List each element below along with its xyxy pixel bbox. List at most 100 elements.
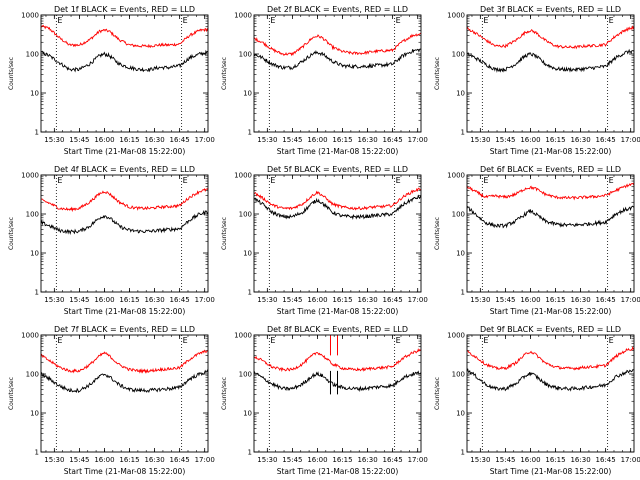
y-tick-label: 100 [26,51,39,59]
panel-title: Det 9f BLACK = Events, RED = LLD [480,325,621,334]
y-tick-label: 1000 [234,172,252,180]
x-tick-label: 15:30 [470,296,490,304]
lld-series-line [466,346,635,371]
x-tick-label: 16:00 [307,296,327,304]
y-tick-label: 100 [239,211,252,219]
panel-title: Det 4f BLACK = Events, RED = LLD [54,165,195,174]
y-tick-label: 100 [452,211,465,219]
plot-frame [40,14,209,133]
detector-panel-7: Det 7f BLACK = Events, RED = LLD Counts/s… [8,325,215,476]
x-tick-label: 16:30 [144,456,164,464]
x-tick-label: 16:15 [332,456,352,464]
detector-panel-4: Det 4f BLACK = Events, RED = LLD Counts/s… [8,165,215,316]
y-tick-label: 1 [461,289,465,297]
x-tick-label: 15:30 [44,456,64,464]
plot-frame [466,334,635,453]
panel-title: Det 8f BLACK = Events, RED = LLD [267,325,408,334]
y-axis-label: Counts/sec [221,377,228,410]
x-axis-label: Start Time (21-Mar-08 15:22:00) [64,307,186,316]
detector-panel-2: Det 2f BLACK = Events, RED = LLD Counts/s… [221,5,428,156]
x-axis-label: Start Time (21-Mar-08 15:22:00) [64,147,186,156]
events-series-line [40,209,209,235]
y-tick-label: 10 [30,90,39,98]
marker-label: E [57,176,62,185]
y-axis-label: Counts/sec [8,377,15,410]
x-tick-label: 16:45 [383,456,403,464]
x-tick-label: 16:45 [170,296,190,304]
x-tick-label: 16:45 [596,136,616,144]
x-tick-label: 15:45 [69,456,89,464]
y-tick-label: 100 [239,371,252,379]
panel-title: Det 1f BLACK = Events, RED = LLD [54,5,195,14]
x-tick-label: 15:45 [69,136,89,144]
plot-frame [253,174,422,293]
x-axis-label: Start Time (21-Mar-08 15:22:00) [490,307,612,316]
x-tick-label: 16:00 [94,136,114,144]
marker-label: E [483,336,488,345]
x-tick-label: 16:15 [332,296,352,304]
x-tick-label: 15:30 [257,456,277,464]
lld-series-line [40,24,209,49]
x-tick-label: 16:15 [545,456,565,464]
x-tick-label: 17:00 [408,456,428,464]
x-tick-label: 16:00 [307,136,327,144]
marker-label: E [609,336,614,345]
y-axis-label: Counts/sec [221,217,228,250]
y-tick-label: 10 [30,250,39,258]
x-tick-label: 17:00 [621,136,640,144]
panel-title: Det 3f BLACK = Events, RED = LLD [480,5,621,14]
x-tick-label: 17:00 [195,136,215,144]
marker-label: E [183,16,188,25]
detector-panel-9: Det 9f BLACK = Events, RED = LLD Counts/s… [434,325,640,476]
x-axis-label: Start Time (21-Mar-08 15:22:00) [277,467,399,476]
y-axis-label: Counts/sec [8,217,15,250]
y-tick-label: 100 [452,51,465,59]
y-tick-label: 10 [456,250,465,258]
panel-title: Det 5f BLACK = Events, RED = LLD [267,165,408,174]
x-tick-label: 16:00 [94,296,114,304]
x-tick-label: 16:15 [119,456,139,464]
lld-series-line [40,349,209,374]
y-tick-label: 1 [35,129,39,137]
x-tick-label: 16:30 [144,136,164,144]
x-tick-label: 16:45 [596,456,616,464]
x-tick-label: 16:15 [332,136,352,144]
x-axis-label: Start Time (21-Mar-08 15:22:00) [490,147,612,156]
x-tick-label: 15:30 [44,296,64,304]
x-tick-label: 16:30 [357,296,377,304]
events-series-line [466,205,635,229]
x-tick-label: 16:45 [170,456,190,464]
x-tick-label: 17:00 [621,456,640,464]
x-tick-label: 16:00 [520,136,540,144]
y-tick-label: 100 [26,371,39,379]
y-tick-label: 1000 [447,172,465,180]
x-tick-label: 16:45 [596,296,616,304]
x-tick-label: 17:00 [408,136,428,144]
lld-series-line [40,187,209,213]
lld-series-line [253,348,422,373]
x-tick-label: 16:45 [383,136,403,144]
plot-frame [466,174,635,293]
y-tick-label: 1000 [21,172,39,180]
x-tick-label: 16:30 [357,456,377,464]
events-series-line [40,49,209,73]
y-tick-label: 1 [248,449,252,457]
x-tick-label: 16:15 [545,296,565,304]
y-tick-label: 1 [35,289,39,297]
x-tick-label: 16:30 [570,456,590,464]
y-tick-label: 1000 [21,12,39,20]
lld-series-line [466,25,635,50]
y-tick-label: 1000 [21,332,39,340]
x-tick-label: 15:45 [495,456,515,464]
marker-label: E [57,336,62,345]
x-tick-label: 15:45 [282,296,302,304]
plot-frame [253,14,422,133]
panel-title: Det 2f BLACK = Events, RED = LLD [267,5,408,14]
x-tick-label: 16:15 [119,296,139,304]
events-series-line [253,194,422,220]
x-tick-label: 16:00 [520,296,540,304]
y-tick-label: 1000 [234,12,252,20]
y-tick-label: 1 [35,449,39,457]
x-tick-label: 15:45 [282,456,302,464]
